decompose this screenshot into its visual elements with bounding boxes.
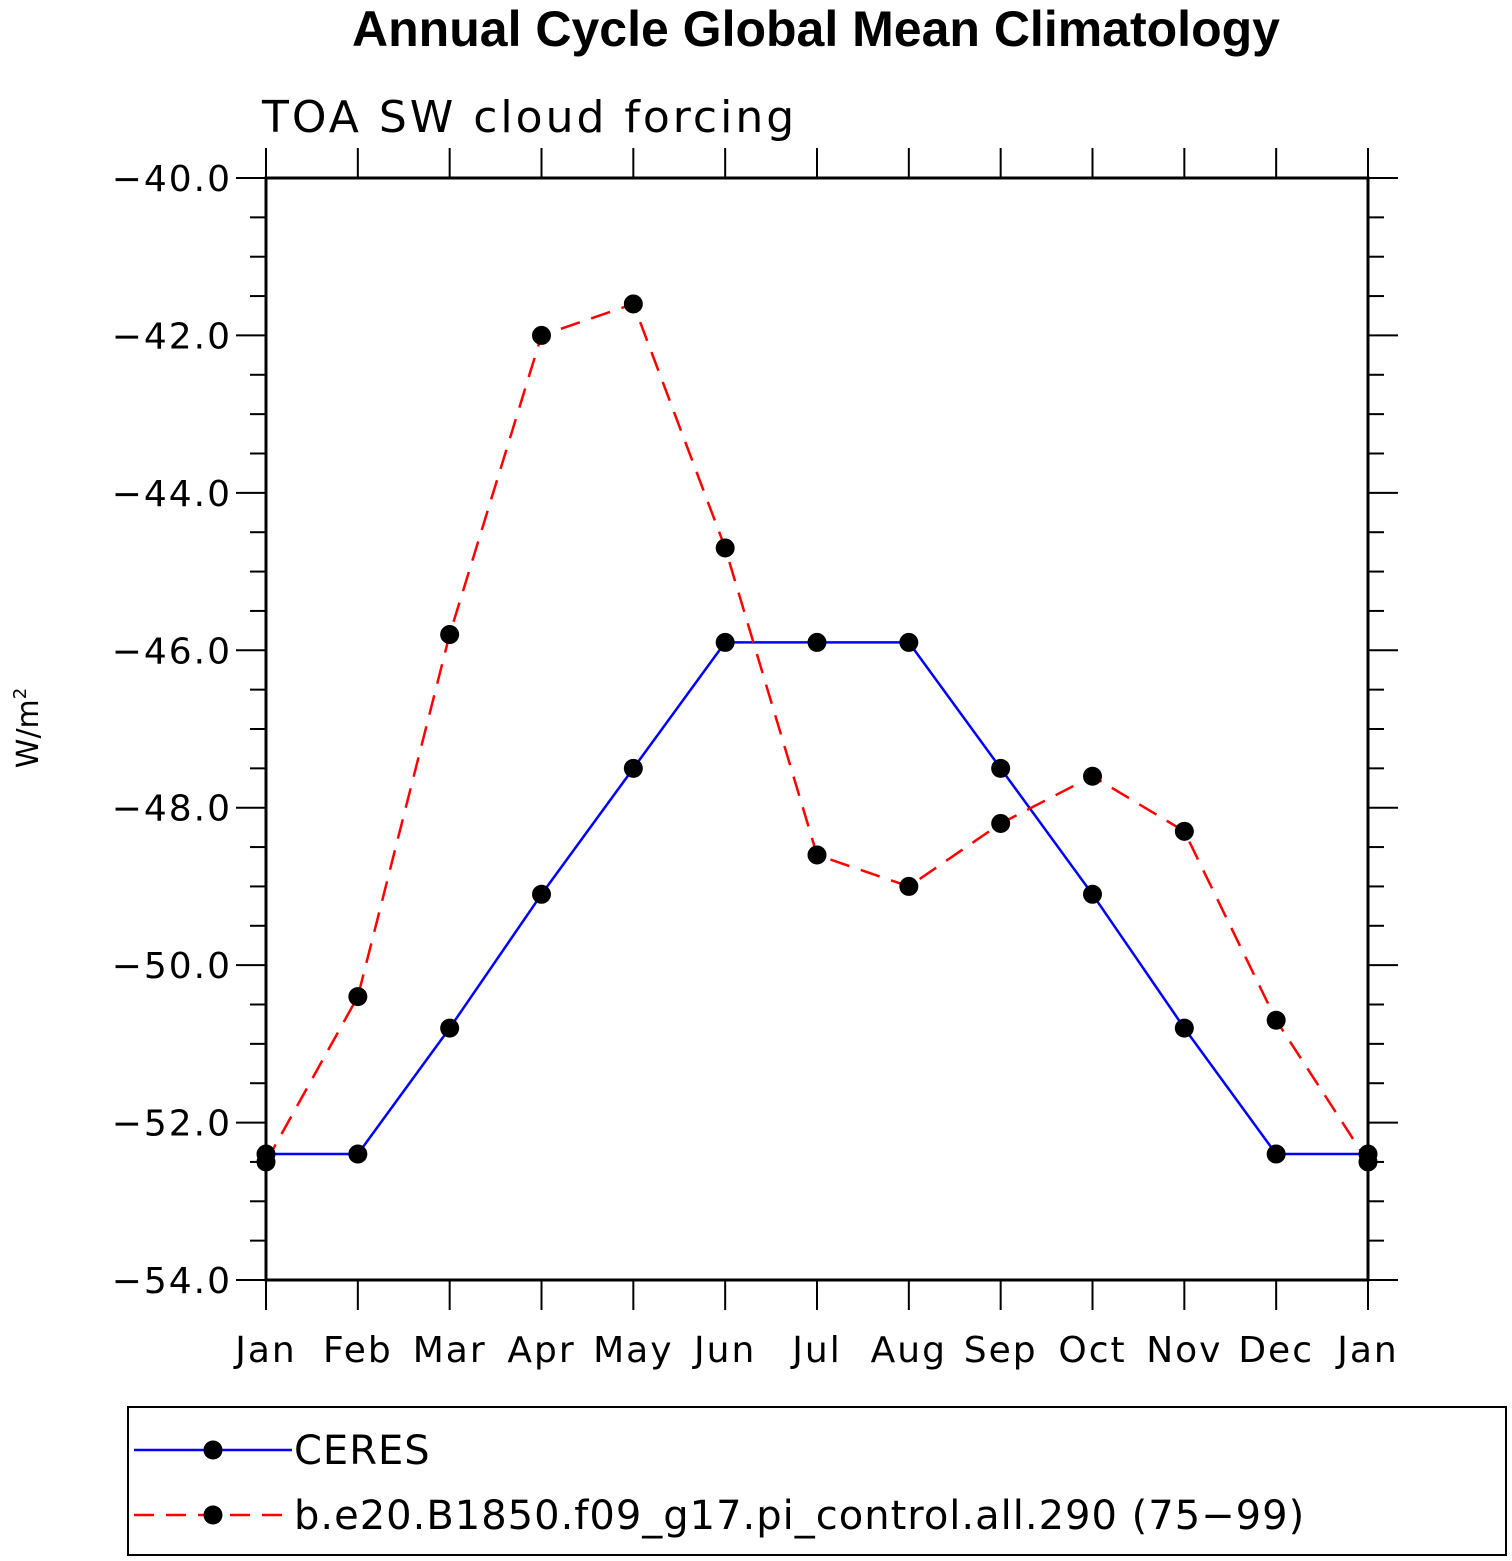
data-point-series-1 <box>623 758 643 778</box>
legend-label-1: CERES <box>294 1428 431 1474</box>
data-point-series-1 <box>1174 1018 1194 1038</box>
x-tick-label: May <box>593 1330 673 1371</box>
chart-title: Annual Cycle Global Mean Climatology <box>352 1 1280 57</box>
data-point-series-2 <box>1174 821 1194 841</box>
series-markers <box>256 294 1378 1172</box>
data-point-series-2 <box>532 325 551 345</box>
data-point-series-2 <box>1266 1010 1286 1030</box>
svg-text:W/m2: W/m2 <box>10 688 46 768</box>
data-point-series-2 <box>623 294 643 314</box>
data-point-series-2 <box>715 538 735 558</box>
y-axis-label-superscript: 2 <box>10 688 31 699</box>
legend-box <box>127 1406 1507 1556</box>
y-tick-label: −44.0 <box>112 474 232 515</box>
x-tick-label: Apr <box>507 1330 575 1371</box>
data-point-series-2 <box>440 625 460 645</box>
y-tick-label: −40.0 <box>112 159 232 200</box>
y-axis-title: W/m2 <box>10 688 46 768</box>
x-tick-label: Jan <box>233 1330 297 1371</box>
x-tick-label: Jul <box>790 1330 841 1371</box>
data-point-series-1 <box>1083 884 1102 904</box>
y-tick-label: −42.0 <box>112 316 232 357</box>
x-tick-label: Jun <box>692 1330 756 1371</box>
x-tick-label: Jan <box>1335 1330 1399 1371</box>
data-point-series-1 <box>348 1144 368 1164</box>
data-point-series-1 <box>715 632 735 652</box>
legend-marker-1 <box>203 1440 223 1460</box>
y-tick-label: −46.0 <box>112 631 232 672</box>
data-point-series-1 <box>807 632 827 652</box>
y-tick-label: −52.0 <box>112 1104 232 1145</box>
legend-marker-2 <box>203 1505 223 1525</box>
data-point-series-2 <box>1083 766 1102 786</box>
series-lines <box>264 302 1370 1163</box>
chart-subtitle: TOA SW cloud forcing <box>261 92 797 143</box>
data-point-series-1 <box>440 1018 460 1038</box>
y-axis-label: W/m <box>11 699 46 768</box>
x-tick-label: Oct <box>1058 1330 1126 1371</box>
data-point-series-2 <box>348 987 368 1007</box>
series-line-1 <box>266 641 1368 1156</box>
data-point-series-2 <box>991 813 1011 833</box>
x-tick-label: Feb <box>323 1330 393 1371</box>
axes: −40.0 −42.0 −44.0 −46.0 −48.0 −50.0 −52.0 −54.0… <box>112 148 1399 1371</box>
x-tick-label: Sep <box>964 1330 1038 1371</box>
data-point-series-1 <box>1266 1144 1286 1164</box>
x-tick-label: Dec <box>1238 1330 1314 1371</box>
x-tick-label: Mar <box>413 1330 487 1371</box>
data-point-series-2 <box>807 845 827 865</box>
x-tick-label: Nov <box>1146 1330 1222 1371</box>
data-point-series-2 <box>1358 1152 1378 1172</box>
y-tick-label: −48.0 <box>112 789 232 830</box>
series-line-2 <box>264 302 1370 1163</box>
legend: CERES b.e20.B1850.f09_g17.pi_control.all.… <box>134 1428 1305 1539</box>
legend-label-2: b.e20.B1850.f09_g17.pi_control.all.290 (… <box>294 1493 1305 1539</box>
plot-frame <box>264 176 1370 1282</box>
y-tick-label: −50.0 <box>112 946 232 987</box>
data-point-series-1 <box>899 632 919 652</box>
data-point-series-2 <box>256 1152 276 1172</box>
data-point-series-1 <box>532 884 551 904</box>
data-point-series-1 <box>991 758 1011 778</box>
data-point-series-2 <box>899 876 919 896</box>
x-tick-label: Aug <box>871 1330 947 1371</box>
y-tick-label: −54.0 <box>112 1261 232 1302</box>
